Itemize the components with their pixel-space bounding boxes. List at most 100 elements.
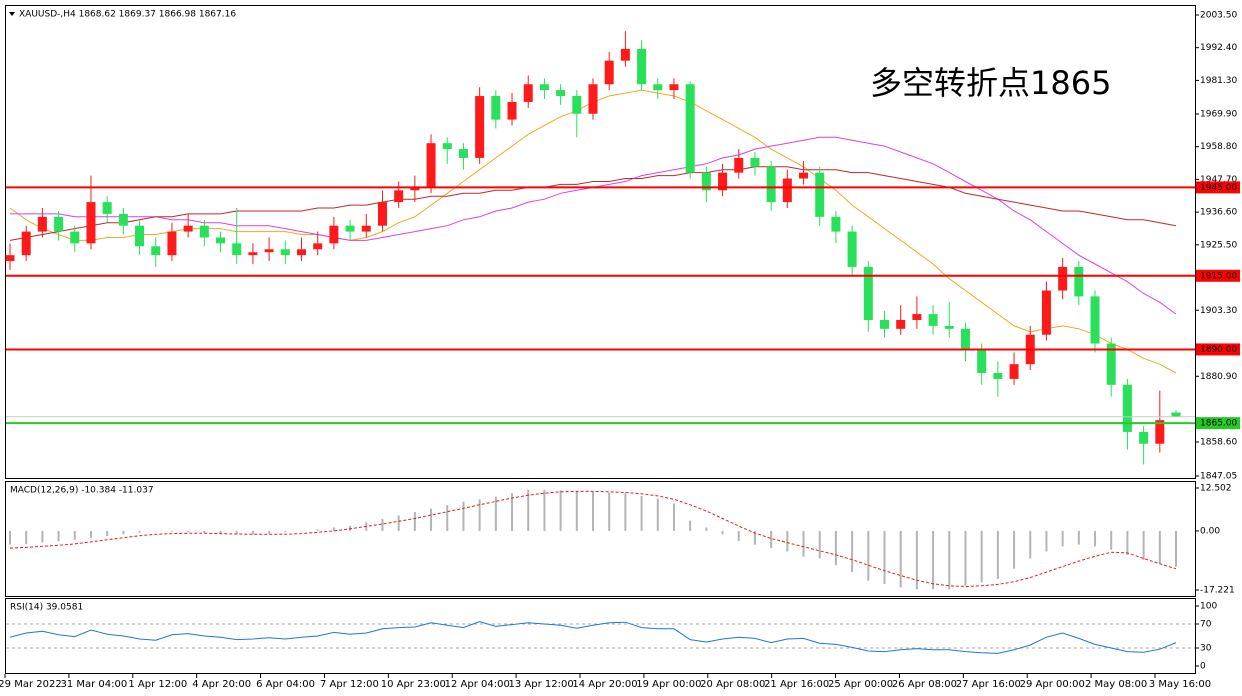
macd-bar [251,530,254,535]
level-tag [1196,269,1240,282]
x-tick-label: 4 Apr 20:00 [192,679,251,690]
macd-bar [494,496,497,531]
candle-body [1122,384,1132,432]
macd-bar [851,530,854,573]
y-tick-label: -17.221 [1200,586,1235,596]
macd-bar [867,530,870,581]
macd-bar [705,527,708,531]
candle-body [426,143,436,188]
candle-body [928,314,938,326]
candle-body [880,319,889,329]
macd-bar [219,530,222,534]
macd-bar [980,530,983,583]
rsi-title: RSI(14) 39.0581 [10,603,83,613]
macd-bar [478,499,481,531]
candle-body [264,249,274,253]
level-tag [1196,181,1240,194]
macd-bar [915,530,918,590]
x-tick-label: 6 Apr 04:00 [256,679,315,690]
y-tick-label: 1981.30 [1200,76,1237,86]
x-tick-label: 1 Apr 12:00 [128,679,187,690]
candle-body [361,225,371,232]
candle-body [377,202,387,226]
macd-bar [170,530,173,532]
y-tick-label: 100 [1200,602,1217,612]
level-tag [1196,417,1240,430]
x-tick-label: 7 Apr 12:00 [320,679,379,690]
macd-bar [559,490,562,531]
candle-body [669,84,679,91]
annotation: 多空转折点1865 [870,64,1111,102]
macd-bar [268,530,271,534]
macd-bar [106,530,109,537]
macd-bar [316,529,319,531]
menu-arrow[interactable] [9,12,15,16]
macd-bar [511,493,514,531]
candle-body [718,172,728,191]
candle-body [54,216,64,232]
y-tick-label: 1936.60 [1200,208,1237,218]
candle-body [701,172,711,191]
candle-body [556,90,566,97]
candle-body [863,266,873,320]
macd-bar [284,530,287,533]
candle-body [1074,266,1084,297]
x-tick-label: 12 Apr 04:00 [445,679,510,690]
level-tag [1196,343,1240,356]
macd-bar [786,530,789,552]
y-tick-label: 1958.80 [1200,142,1237,152]
candle-body [70,231,80,244]
macd-panel [5,481,1196,597]
macd-bar [1077,530,1080,545]
candle-body [183,225,193,232]
candle-body [232,243,242,256]
macd-bar [932,530,935,590]
candle-body [604,60,614,85]
candle-body [572,96,582,114]
x-tick-label: 29 Mar 2022 [0,679,62,690]
macd-bar [1013,530,1016,569]
candle-body [815,172,825,217]
candle-body [1171,412,1181,417]
macd-bar [1045,530,1048,552]
candle-body [21,231,31,256]
candle-body [118,213,128,226]
macd-bar [57,530,60,542]
candle-body [620,48,630,61]
macd-bar [964,530,967,586]
main-panel [5,5,1196,479]
candle-body [637,48,647,85]
candle-body [1041,290,1051,335]
macd-bar [300,530,303,532]
candle-body [248,252,258,256]
x-tick-label: 10 Apr 23:00 [381,679,446,690]
candle-body [410,187,420,191]
candle-body [799,172,809,179]
candle-body [280,249,290,256]
x-tick-label: 20 Apr 08:00 [700,679,765,690]
macd-bar [721,530,724,535]
chart-title: XAUUSD-,H4 1868.62 1869.37 1866.98 1867.… [19,10,236,20]
candle-body [167,231,177,256]
y-tick-label: 0.00 [1200,526,1220,536]
macd-bar [753,530,756,545]
candle-body [135,225,145,247]
macd-bar [413,512,416,531]
y-tick-label: 1947.70 [1200,175,1237,185]
macd-bar [154,530,157,532]
x-tick-label: 26 Apr 08:00 [892,679,957,690]
candle-body [782,178,792,203]
macd-bar [1175,530,1177,567]
candle-body [297,249,306,256]
candle-body [1106,343,1116,385]
y-tick-label: 1847.05 [1200,472,1237,482]
macd-bar [592,491,594,531]
candle-body [1139,431,1149,444]
macd-bar [818,530,821,559]
x-tick-label: 14 Apr 20:00 [572,679,637,690]
macd-bar [73,530,76,540]
macd-bar [1158,530,1161,564]
x-tick-label: 21 Apr 16:00 [764,679,829,690]
candle-body [199,225,209,238]
